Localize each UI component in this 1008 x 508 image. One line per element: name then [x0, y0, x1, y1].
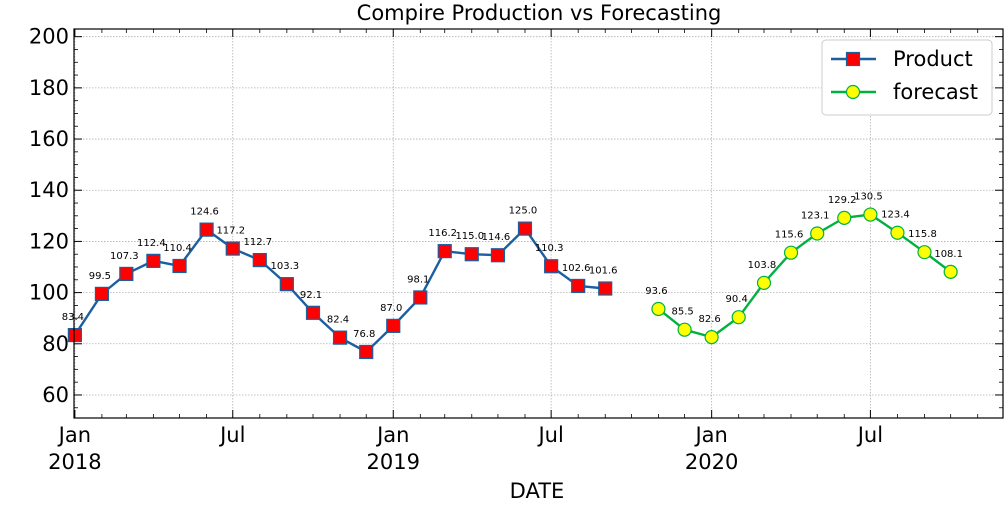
- data-label: 110.3: [535, 243, 564, 254]
- x-tick-label: Jul: [218, 423, 245, 447]
- data-label: 102.6: [562, 263, 591, 274]
- data-point-marker: [863, 207, 878, 222]
- data-point-marker: [571, 278, 586, 294]
- data-label: 87.0: [380, 303, 402, 314]
- data-point-marker: [598, 281, 613, 296]
- data-point-marker: [490, 248, 506, 263]
- data-point-marker: [943, 264, 958, 279]
- data-label: 76.8: [353, 329, 375, 340]
- data-label: 115.6: [775, 230, 804, 241]
- y-tick-label: 80: [42, 332, 69, 356]
- data-label: 116.2: [428, 228, 457, 239]
- data-label: 115.0: [455, 231, 484, 242]
- data-point-marker: [359, 344, 374, 360]
- data-label: 90.4: [726, 294, 748, 305]
- data-label: 123.4: [881, 210, 910, 221]
- data-point-marker: [544, 259, 559, 274]
- plot-frame: [73, 28, 1004, 419]
- data-point-marker: [119, 266, 134, 282]
- data-point-marker: [677, 322, 692, 337]
- series-forecast: 93.6 85.5 82.6 90.4 103.8 115.6 123.1 129.2130.…: [645, 192, 963, 345]
- data-point-marker: [199, 222, 214, 237]
- y-tick-label: 60: [42, 383, 69, 407]
- legend-marker: [845, 84, 861, 100]
- x-tick-label: Jan: [375, 423, 409, 447]
- x-tick-label: Jan: [693, 423, 727, 447]
- data-label: 101.6: [589, 266, 618, 277]
- y-tick-label: 180: [29, 76, 69, 100]
- legend-label: forecast: [893, 80, 978, 104]
- data-label: 99.5: [89, 271, 111, 282]
- data-label: 123.1: [801, 210, 830, 221]
- x-axis-label: DATE: [510, 479, 565, 503]
- x-tick-year-label: 2018: [48, 450, 101, 474]
- data-label: 98.1: [407, 274, 429, 285]
- data-point-marker: [756, 275, 772, 290]
- data-label: 82.6: [699, 314, 721, 325]
- x-tick-label: Jul: [856, 423, 883, 447]
- data-label: 125.0: [509, 206, 538, 217]
- y-tick-label: 120: [29, 229, 69, 253]
- data-point-marker: [704, 330, 719, 345]
- data-label: 82.4: [327, 315, 349, 326]
- data-point-marker: [837, 210, 852, 225]
- data-label: 112.7: [243, 237, 272, 248]
- data-label: 115.8: [908, 229, 937, 240]
- data-label: 93.6: [645, 286, 667, 297]
- data-point-marker: [252, 252, 267, 268]
- x-tick-label: Jan: [57, 423, 91, 447]
- y-tick-label: 100: [29, 281, 69, 305]
- axis-ticks: 60 80 100 120 140 160 180 200 Jan 2018 Jul Jan 2019 J…: [29, 25, 1003, 474]
- data-label: 103.8: [748, 260, 777, 271]
- y-tick-label: 200: [29, 25, 69, 49]
- data-label: 112.4: [137, 238, 166, 249]
- data-point-marker: [386, 318, 401, 333]
- legend-marker: [845, 51, 861, 67]
- legend: Product forecast: [821, 39, 993, 116]
- data-point-marker: [890, 225, 905, 240]
- data-label: 107.3: [110, 251, 139, 262]
- data-point-marker: [437, 244, 452, 259]
- data-label: 85.5: [671, 307, 693, 318]
- data-point-marker: [225, 241, 240, 256]
- data-point-marker: [305, 305, 321, 320]
- data-point-marker: [146, 253, 161, 268]
- data-label: 110.4: [163, 243, 192, 254]
- data-label: 124.6: [190, 207, 219, 218]
- data-point-marker: [810, 226, 825, 241]
- data-point-marker: [517, 221, 533, 236]
- data-point-marker: [651, 301, 666, 317]
- chart-title: Compire Production vs Forecasting: [357, 1, 722, 25]
- data-label: 108.1: [934, 249, 963, 260]
- data-point-marker: [67, 327, 82, 343]
- data-point-marker: [413, 290, 428, 305]
- data-point-marker: [917, 245, 932, 260]
- data-label: 92.1: [300, 290, 322, 301]
- data-point-marker: [94, 286, 110, 301]
- data-label: 117.2: [216, 226, 245, 237]
- data-point-marker: [731, 310, 746, 325]
- data-label: 103.3: [271, 261, 300, 272]
- x-tick-year-label: 2020: [685, 450, 738, 474]
- data-label: 129.2: [828, 195, 857, 206]
- x-tick-year-label: 2019: [367, 450, 420, 474]
- data-point-marker: [783, 245, 799, 260]
- data-point-marker: [332, 330, 348, 345]
- y-tick-label: 160: [29, 127, 69, 151]
- y-tick-label: 140: [29, 178, 69, 202]
- data-label: 83.4: [62, 312, 84, 323]
- data-point-marker: [464, 247, 479, 262]
- data-point-marker: [172, 258, 187, 274]
- data-label: 114.6: [482, 232, 511, 243]
- x-tick-label: Jul: [536, 423, 563, 447]
- data-label: 130.5: [854, 192, 883, 203]
- legend-label: Product: [893, 47, 973, 71]
- data-point-marker: [279, 277, 294, 292]
